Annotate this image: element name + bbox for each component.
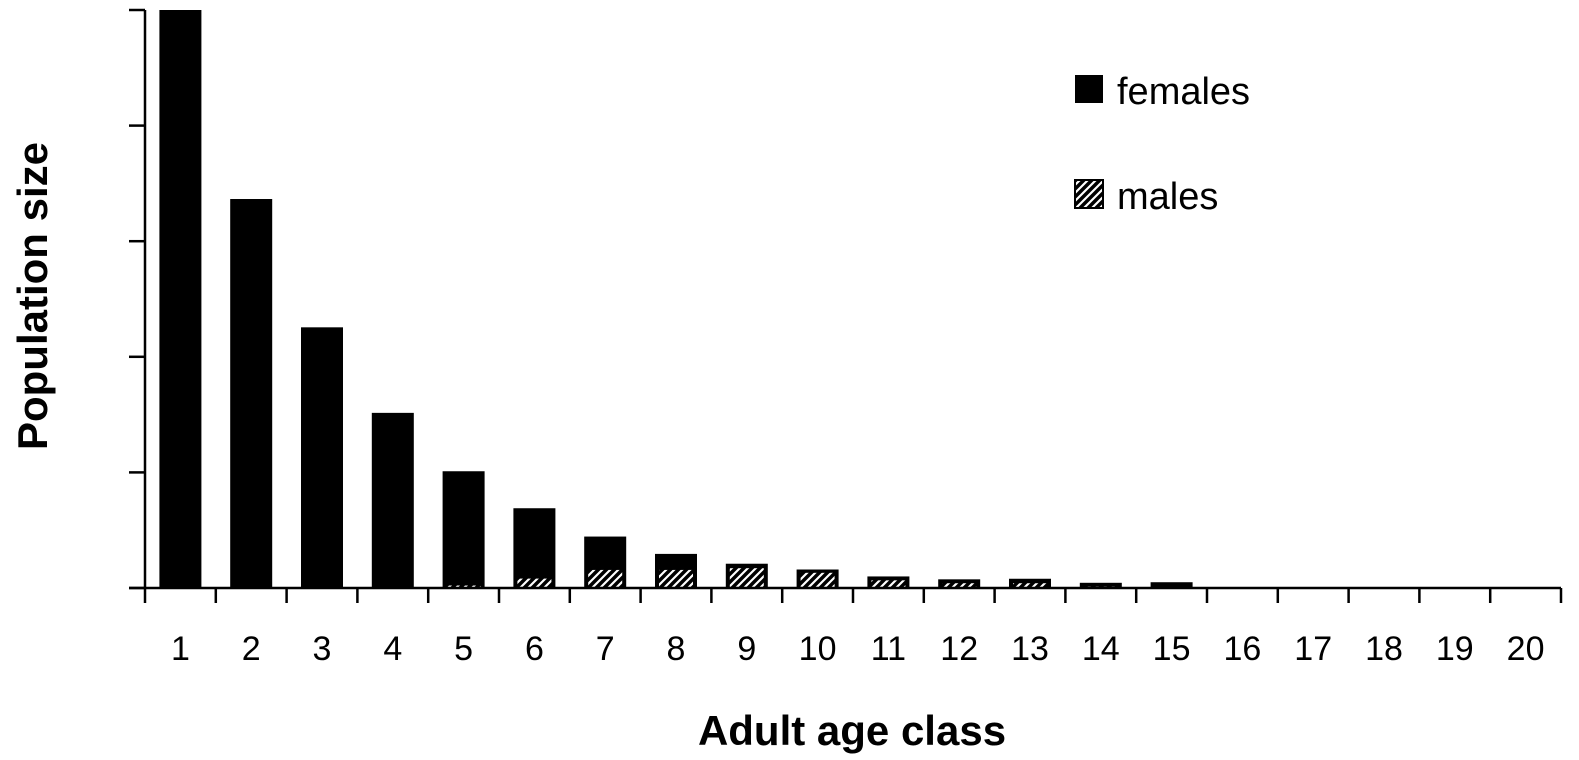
x-axis-title: Adult age class — [698, 707, 1006, 754]
bars-group — [159, 10, 1193, 590]
bar-females-3 — [301, 327, 343, 588]
legend: females males — [1074, 71, 1250, 218]
bar-males-7 — [586, 567, 625, 590]
x-tick-label-13: 13 — [1011, 630, 1049, 668]
x-tick-label-4: 4 — [383, 630, 402, 668]
x-tick-label-16: 16 — [1223, 630, 1261, 668]
bar-males-8 — [657, 567, 695, 590]
bar-males-9 — [727, 566, 766, 590]
axes-group — [129, 8, 1563, 603]
x-tick-label-6: 6 — [525, 630, 544, 668]
x-tick-label-14: 14 — [1082, 630, 1120, 668]
legend-label-females: females — [1117, 71, 1250, 113]
legend-label-males: males — [1117, 176, 1218, 218]
x-tick-label-3: 3 — [313, 630, 332, 668]
bar-males-6 — [515, 576, 554, 590]
x-tick-label-20: 20 — [1507, 630, 1545, 668]
bar-females-4 — [371, 412, 414, 588]
bar-females-5 — [442, 471, 485, 588]
bar-females-1 — [159, 10, 202, 588]
x-tick-label-19: 19 — [1436, 630, 1474, 668]
bar-males-11 — [869, 578, 908, 590]
x-tick-label-2: 2 — [242, 630, 261, 668]
x-tick-label-8: 8 — [667, 630, 686, 668]
legend-swatch-females — [1075, 75, 1103, 103]
bar-males-10 — [798, 570, 837, 589]
bar-females-2 — [230, 199, 273, 589]
x-tick-label-17: 17 — [1294, 630, 1332, 668]
x-tick-label-12: 12 — [940, 630, 978, 668]
x-tick-label-11: 11 — [871, 630, 906, 668]
x-tick-label-7: 7 — [596, 630, 615, 668]
x-tick-labels: 1 2 3 4 5 6 7 8 9 10 11 12 13 14 15 16 17 18 19 20 — [171, 630, 1545, 668]
x-tick-label-15: 15 — [1153, 630, 1191, 668]
legend-swatch-males — [1074, 179, 1104, 209]
bar-females-15 — [1150, 582, 1193, 588]
x-tick-label-10: 10 — [799, 630, 837, 668]
x-tick-label-1: 1 — [171, 630, 190, 668]
x-tick-label-9: 9 — [737, 630, 756, 668]
x-tick-label-5: 5 — [454, 630, 473, 668]
bar-females-6 — [513, 508, 556, 588]
x-tick-label-18: 18 — [1365, 630, 1403, 668]
y-axis-title: Population size — [9, 142, 56, 450]
